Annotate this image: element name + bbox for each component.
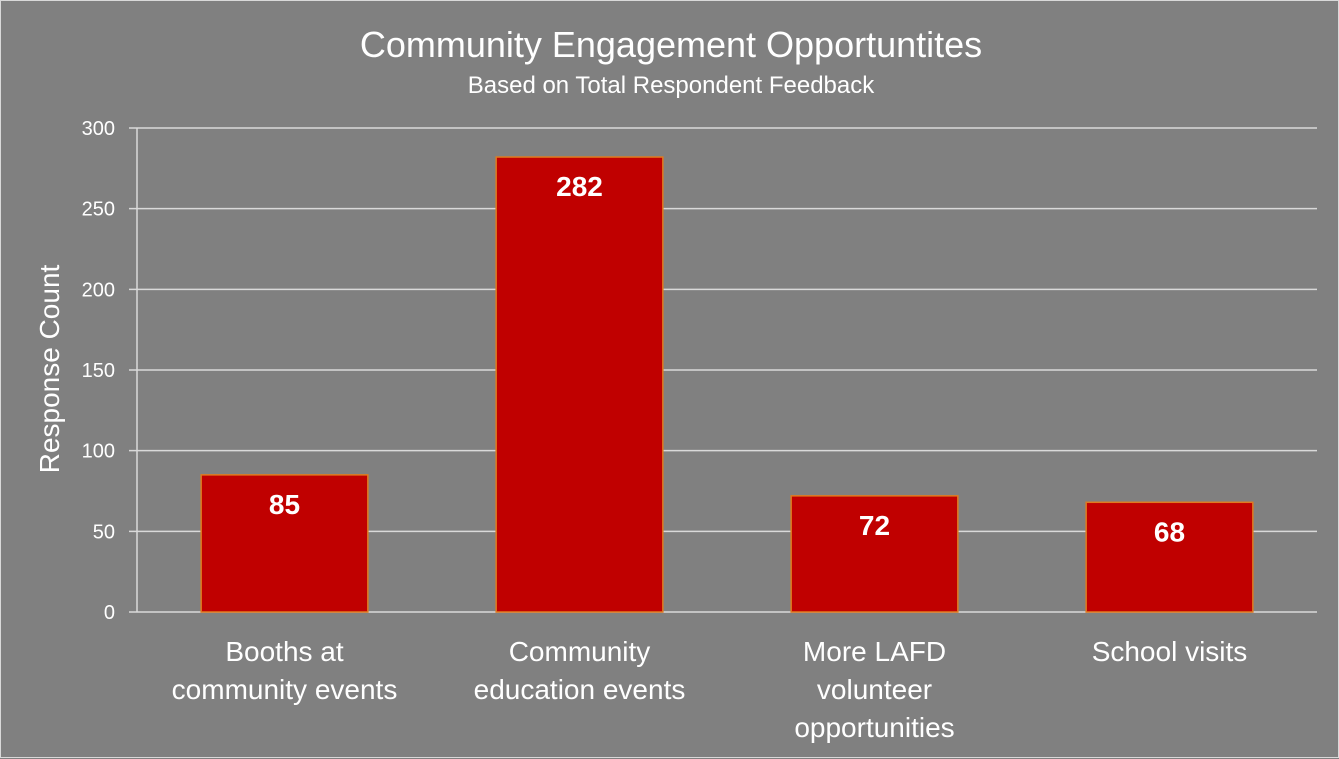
y-tick-label: 200: [82, 279, 115, 301]
x-tick-label: Community education events: [474, 636, 686, 705]
x-tick-label: School visits: [1092, 636, 1248, 667]
bar-3: [1085, 501, 1254, 613]
bar-0: [200, 474, 369, 613]
x-tick-label: Booths at community events: [172, 636, 398, 705]
chart-subtitle: Based on Total Respondent Feedback: [468, 72, 876, 99]
x-tick-label-line: School visits: [1092, 636, 1248, 667]
x-tick-label-line: Booths at: [225, 636, 344, 667]
x-tick-label-line: opportunities: [794, 712, 954, 743]
x-tick-label-line: Community: [509, 636, 651, 667]
bar-2: [790, 495, 959, 613]
y-tick-label: 0: [104, 602, 115, 624]
bar-1: [495, 156, 664, 613]
x-tick-label-line: community events: [172, 674, 398, 705]
x-tick-label: More LAFD volunteer opportunities: [794, 636, 954, 743]
y-tick-label: 150: [82, 360, 115, 382]
y-tick-label: 50: [93, 521, 115, 543]
bars: [200, 156, 1254, 613]
x-axis-ticks: Booths at community events Community educat…: [172, 636, 1248, 743]
chart-title: Community Engagement Opportuntites: [360, 24, 982, 65]
data-label: 85: [269, 489, 300, 520]
y-axis-ticks: 0 50 100 150 200 250 300: [82, 118, 115, 624]
y-axis-label: Response Count: [34, 264, 65, 473]
x-tick-label-line: volunteer: [817, 674, 932, 705]
data-labels: 85 282 72 68: [269, 171, 1185, 547]
data-label: 72: [859, 510, 890, 541]
y-tick-label: 100: [82, 441, 115, 463]
y-tick-label: 300: [82, 118, 115, 140]
y-tick-label: 250: [82, 199, 115, 221]
x-tick-label-line: education events: [474, 674, 686, 705]
data-label: 68: [1154, 516, 1185, 547]
data-label: 282: [556, 171, 603, 202]
x-tick-label-line: More LAFD: [803, 636, 946, 667]
